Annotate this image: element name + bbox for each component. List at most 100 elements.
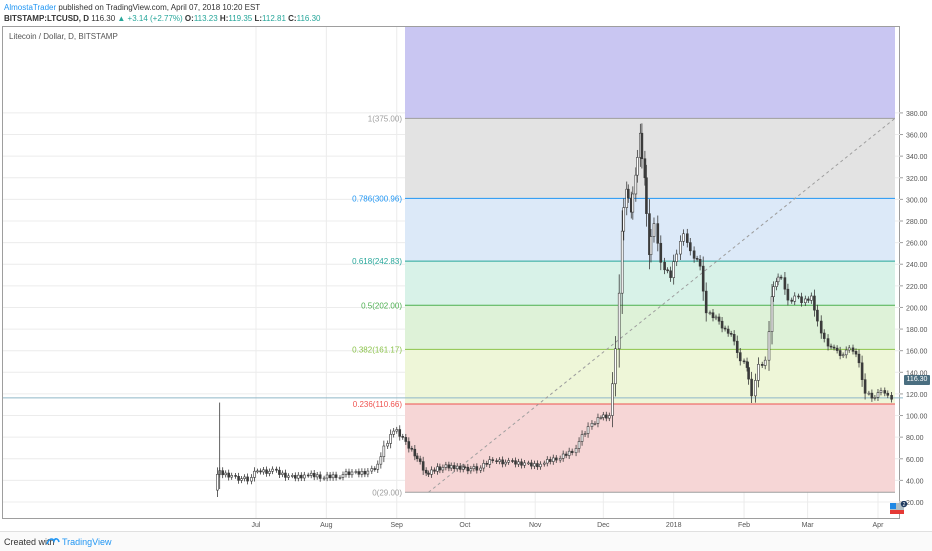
candle-body (857, 353, 861, 364)
candle-body (322, 477, 326, 480)
high-value: 119.35 (228, 14, 253, 23)
candle-body (281, 472, 284, 475)
author-link[interactable]: AlmostaTrader (4, 3, 57, 12)
candle-body (561, 453, 565, 459)
candle-body (590, 423, 594, 427)
candle-body (583, 433, 587, 435)
candle-body (415, 455, 419, 460)
candle-body (287, 475, 290, 478)
candle-body (312, 472, 316, 478)
ohlc-line: BITSTAMP:LTCUSD, D 116.30 ▲ +3.14 (+2.77… (4, 14, 320, 23)
candle-body (847, 347, 851, 351)
y-tick-label: 320.00 (906, 176, 928, 183)
tradingview-logo-icon (46, 538, 60, 545)
candle-body (300, 474, 303, 479)
publish-line: AlmostaTrader published on TradingView.c… (4, 3, 260, 12)
candle-body (775, 281, 778, 287)
candle-body (754, 380, 757, 397)
y-tick-label: 60.00 (906, 457, 924, 464)
candle-body (586, 426, 590, 434)
last-price-tag: 116.30 (904, 375, 930, 385)
candle-body (370, 468, 374, 472)
candle-body (253, 470, 256, 478)
candle-body (838, 350, 842, 356)
y-tick-label: 100.00 (906, 414, 928, 421)
candle-body (844, 349, 848, 356)
candle-body (617, 292, 621, 350)
candle-body (631, 193, 635, 213)
candle-body (482, 463, 486, 469)
created-with-label: Created with (4, 537, 55, 547)
tradingview-link[interactable]: TradingView (62, 537, 112, 547)
candle-body (433, 469, 436, 472)
x-tick-label: Sep (391, 522, 404, 529)
candle-body (580, 434, 584, 442)
candle-body (504, 461, 507, 465)
candle-body (227, 472, 230, 478)
candle-body (354, 471, 358, 473)
candle-body (303, 474, 306, 479)
candle-body (485, 463, 489, 465)
fib-level-label: 0.5(202.00) (361, 301, 402, 310)
candle-body (854, 351, 858, 355)
candle-body (373, 468, 377, 470)
candle-body (634, 174, 638, 195)
candle-body (772, 286, 775, 297)
candle-body (625, 188, 629, 208)
candle-body (271, 468, 274, 472)
candle-body (863, 379, 867, 394)
candle-body (407, 441, 411, 449)
candle-body (511, 460, 514, 462)
candle-body (860, 362, 864, 380)
candle-body (648, 213, 651, 256)
candle-body (574, 448, 578, 454)
candle-body (602, 414, 605, 418)
up-arrow-icon: ▲ (117, 14, 126, 23)
candle-body (530, 462, 533, 467)
candle-body (536, 463, 539, 468)
y-tick-label: 300.00 (906, 197, 928, 204)
candle-body (819, 320, 823, 334)
candle-body (599, 417, 603, 419)
candle-body (331, 474, 335, 479)
candle-body (517, 461, 520, 465)
close-label: C: (288, 14, 297, 23)
candle-body (366, 470, 370, 475)
fib-level-label: 0.786(300.96) (352, 194, 402, 203)
candle-body (542, 462, 546, 465)
y-tick-label: 120.00 (906, 392, 928, 399)
candle-body (732, 334, 736, 342)
x-tick-label: Apr (873, 522, 885, 529)
candle-body (679, 241, 682, 255)
candle-body (325, 474, 329, 479)
candle-body (262, 469, 265, 473)
candle-body (533, 463, 536, 467)
candle-body (783, 277, 787, 290)
candle-body (554, 457, 558, 461)
flag-icon[interactable]: 2 (890, 501, 908, 515)
candle-body (745, 361, 749, 368)
candle-body (458, 465, 462, 470)
x-tick-label: Jul (252, 522, 261, 529)
candle-body (605, 414, 608, 419)
candle-body (669, 270, 672, 278)
candle-body (469, 468, 473, 472)
candle-body (711, 312, 715, 319)
candle-body (735, 340, 739, 353)
candle-body (221, 470, 224, 476)
candle-body (747, 367, 750, 380)
candle-body (649, 236, 653, 256)
candle-body (523, 462, 526, 466)
y-tick-label: 140.00 (906, 370, 928, 377)
y-tick-label: 80.00 (906, 435, 924, 442)
candle-body (441, 467, 445, 471)
candle-body (593, 423, 597, 425)
candle-body (341, 474, 345, 478)
candle-body (564, 453, 568, 456)
candle-body (395, 429, 399, 432)
candle-body (720, 320, 724, 329)
candle-body (438, 466, 442, 471)
candle-body (611, 383, 614, 416)
candle-body (309, 472, 313, 476)
